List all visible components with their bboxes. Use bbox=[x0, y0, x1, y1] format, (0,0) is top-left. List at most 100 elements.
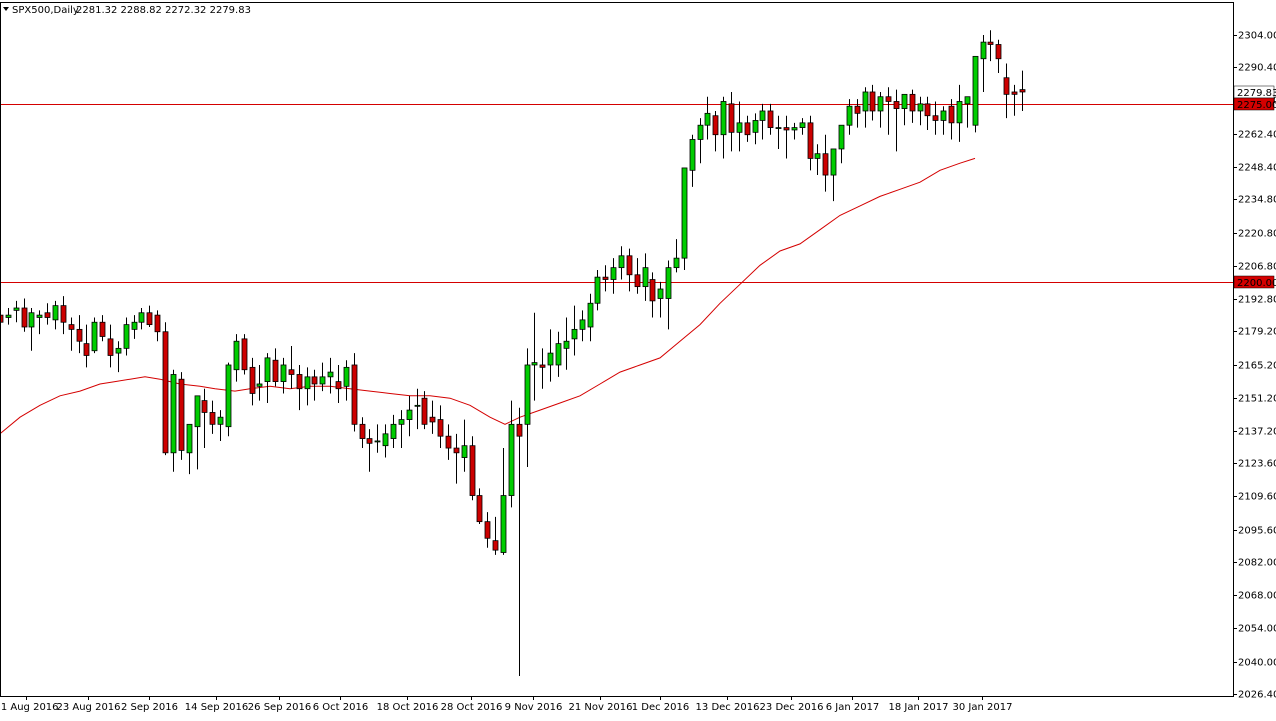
candle bbox=[516, 407, 523, 676]
current-price-tag: 2279.83 bbox=[1233, 85, 1276, 99]
y-tick-label: 2290.40 bbox=[1238, 63, 1276, 74]
candle-body-bullish bbox=[689, 139, 696, 171]
candle bbox=[500, 448, 507, 555]
y-tick-label: 2026.40 bbox=[1238, 690, 1276, 701]
candle bbox=[115, 341, 122, 373]
x-tick-label: 11 Aug 2016 bbox=[0, 702, 59, 713]
candle bbox=[791, 122, 798, 140]
candle bbox=[610, 258, 617, 294]
candle bbox=[940, 106, 947, 135]
candle-body-bearish bbox=[453, 447, 460, 454]
y-tick-label: 2040.00 bbox=[1238, 658, 1276, 669]
candle bbox=[28, 308, 35, 351]
moving-average-line bbox=[0, 157, 976, 435]
candle bbox=[351, 353, 358, 432]
candle bbox=[854, 99, 861, 128]
candle bbox=[178, 372, 185, 460]
candle bbox=[924, 96, 931, 130]
candle bbox=[476, 488, 483, 525]
candle-body-bullish bbox=[28, 312, 35, 328]
candle bbox=[587, 293, 594, 342]
candle bbox=[138, 308, 145, 330]
candle bbox=[846, 99, 853, 135]
candle-body-bullish bbox=[587, 302, 594, 328]
candle-body-bullish bbox=[13, 307, 20, 311]
candle bbox=[131, 315, 138, 339]
candle-body-bearish bbox=[249, 366, 256, 394]
candle bbox=[21, 298, 28, 332]
candle-body-bullish bbox=[256, 383, 263, 387]
candle bbox=[673, 239, 680, 273]
x-tick-label: 18 Jan 2017 bbox=[889, 702, 949, 713]
candle bbox=[531, 312, 538, 401]
candle-body-bearish bbox=[311, 376, 318, 385]
candle-body-bearish bbox=[602, 276, 609, 280]
candle bbox=[319, 362, 326, 392]
candle bbox=[44, 303, 51, 325]
candle bbox=[744, 115, 751, 142]
candle bbox=[68, 317, 75, 351]
candle bbox=[461, 419, 468, 472]
candle-body-bearish bbox=[767, 110, 774, 128]
y-tick-label: 2234.80 bbox=[1238, 195, 1276, 206]
candle-body-bearish bbox=[783, 127, 790, 131]
line-price-tag-2275.00: 2275.00 bbox=[1233, 97, 1276, 111]
candle-body-bullish bbox=[194, 395, 201, 428]
candle bbox=[775, 115, 782, 149]
candle-body-bearish bbox=[484, 521, 491, 539]
candle bbox=[563, 317, 570, 370]
candle-body-bearish bbox=[162, 331, 169, 454]
candle-body-bullish bbox=[980, 41, 987, 60]
y-tick-label: 2068.00 bbox=[1238, 591, 1276, 602]
candle-body-bearish bbox=[728, 103, 735, 133]
candle-body-bullish bbox=[186, 423, 193, 454]
candle bbox=[901, 93, 908, 126]
y-tick-label: 2248.40 bbox=[1238, 163, 1276, 174]
y-tick-label: 2262.40 bbox=[1238, 130, 1276, 141]
candle bbox=[390, 414, 397, 449]
symbol-dropdown-icon[interactable] bbox=[3, 7, 9, 11]
candle-body-bullish bbox=[618, 255, 625, 269]
candle bbox=[932, 101, 939, 135]
candle-body-bullish bbox=[673, 257, 680, 269]
candle bbox=[209, 400, 216, 434]
candle-body-bullish bbox=[563, 340, 570, 349]
y-tick-label: 2095.60 bbox=[1238, 526, 1276, 537]
candle-body-bullish bbox=[555, 343, 562, 366]
x-tick-label: 6 Oct 2016 bbox=[313, 702, 368, 713]
candle-body-bearish bbox=[1003, 77, 1010, 95]
line-price-tag-2200.00-text: 2200.00 bbox=[1237, 278, 1276, 289]
candle-body-bearish bbox=[68, 324, 75, 330]
candle-body-bearish bbox=[429, 416, 436, 423]
candle bbox=[406, 395, 413, 437]
candle-body-bullish bbox=[610, 267, 617, 280]
candle-body-bearish bbox=[869, 91, 876, 112]
x-tick-label: 2 Sep 2016 bbox=[121, 702, 178, 713]
candle-body-bearish bbox=[516, 423, 523, 437]
candle-body-bullish bbox=[759, 110, 766, 121]
candle-body-bullish bbox=[123, 324, 130, 349]
candle-body-bullish bbox=[697, 124, 704, 140]
candle-body-bearish bbox=[107, 338, 114, 356]
candle-body-bearish bbox=[44, 312, 51, 318]
candle bbox=[162, 322, 169, 456]
candle-body-bullish bbox=[508, 423, 515, 496]
candle bbox=[225, 362, 232, 437]
candle-body-bearish bbox=[288, 369, 295, 375]
x-tick-label: 6 Jan 2017 bbox=[826, 702, 880, 713]
x-tick-label: 21 Nov 2016 bbox=[568, 702, 632, 713]
candle-body-bullish bbox=[36, 314, 43, 318]
candle bbox=[429, 400, 436, 434]
x-tick-label: 13 Dec 2016 bbox=[696, 702, 760, 713]
candle bbox=[264, 353, 271, 403]
candle bbox=[421, 391, 428, 430]
candle-body-bearish bbox=[987, 41, 994, 45]
x-tick-label: 28 Oct 2016 bbox=[441, 702, 503, 713]
candle bbox=[91, 317, 98, 354]
candle-body-bullish bbox=[382, 433, 389, 447]
candle bbox=[170, 369, 177, 472]
candle-body-bullish bbox=[720, 101, 727, 136]
candle bbox=[249, 357, 256, 406]
candle-body-bearish bbox=[421, 397, 428, 425]
